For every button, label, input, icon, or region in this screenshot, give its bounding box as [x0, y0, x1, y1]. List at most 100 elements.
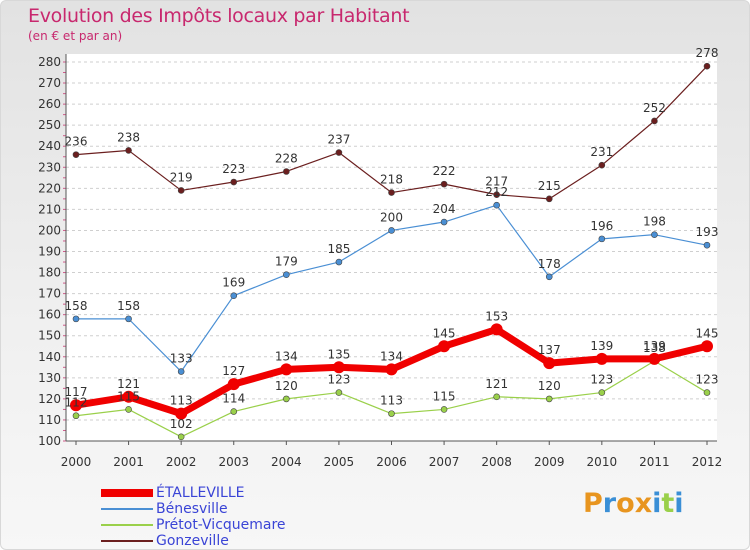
y-tick-label: 250 — [38, 118, 61, 132]
data-point — [595, 352, 608, 365]
y-tick-label: 100 — [38, 434, 61, 448]
data-point — [388, 189, 395, 196]
y-tick-label: 270 — [38, 76, 61, 90]
data-label: 218 — [380, 173, 403, 187]
data-label: 115 — [433, 389, 456, 403]
data-point — [332, 361, 345, 374]
data-point — [72, 151, 80, 158]
y-tick-label: 120 — [38, 392, 61, 406]
y-tick-label: 110 — [38, 413, 61, 427]
data-label: 231 — [590, 145, 613, 159]
data-point — [227, 378, 240, 391]
legend-label: ÉTALLEVILLE — [156, 485, 245, 501]
data-point — [72, 412, 80, 420]
data-label: 196 — [590, 219, 613, 233]
x-tick-label: 2004 — [271, 455, 302, 469]
y-tick-label: 130 — [38, 371, 61, 385]
x-tick-label: 2011 — [639, 455, 670, 469]
data-point — [230, 178, 238, 186]
x-tick-label: 2003 — [218, 455, 249, 469]
x-tick-label: 2008 — [481, 455, 512, 469]
y-tick-label: 150 — [38, 329, 61, 343]
data-point — [440, 218, 448, 226]
chart-title: Evolution des Impôts locaux par Habitant — [28, 5, 410, 27]
brand-letter: r — [602, 488, 617, 519]
data-label: 120 — [538, 379, 561, 393]
x-tick-label: 2010 — [587, 455, 618, 469]
data-point — [283, 168, 290, 175]
data-point — [72, 315, 80, 323]
data-label: 237 — [327, 133, 350, 147]
data-label: 178 — [538, 257, 561, 271]
y-tick-label: 160 — [38, 308, 61, 322]
data-point — [493, 201, 500, 209]
chart-subtitle: (en € et par an) — [28, 29, 123, 43]
data-label: 252 — [643, 101, 666, 115]
data-label: 137 — [538, 343, 561, 357]
y-tick-label: 220 — [38, 181, 61, 195]
data-point — [701, 340, 713, 353]
data-point — [335, 149, 343, 156]
legend-swatch — [101, 524, 153, 526]
brand-letter: i — [652, 488, 662, 519]
data-point — [703, 62, 711, 70]
x-tick-label: 2007 — [429, 455, 460, 469]
data-label: 145 — [433, 326, 456, 340]
data-label: 222 — [433, 164, 456, 178]
legend-label: Gonzeville — [156, 533, 229, 549]
plot-background — [66, 54, 717, 441]
x-tick-label: 2002 — [166, 455, 197, 469]
data-label: 179 — [275, 255, 298, 269]
data-label: 153 — [485, 309, 508, 323]
data-point — [385, 363, 398, 376]
data-point — [125, 315, 132, 323]
y-tick-label: 240 — [38, 139, 61, 153]
data-label: 117 — [65, 385, 88, 399]
y-tick-label: 210 — [38, 202, 61, 216]
data-point — [280, 363, 293, 376]
data-label: 185 — [327, 242, 350, 256]
data-point — [388, 410, 395, 417]
data-point — [598, 161, 606, 169]
data-label: 139 — [643, 339, 666, 353]
data-label: 236 — [65, 135, 88, 149]
data-label: 135 — [327, 347, 350, 361]
data-label: 121 — [485, 377, 508, 391]
data-label: 228 — [275, 151, 298, 165]
data-label: 113 — [170, 394, 193, 408]
data-point — [545, 395, 553, 403]
data-label: 204 — [433, 202, 456, 216]
data-label: 223 — [222, 162, 245, 176]
x-tick-label: 2005 — [324, 455, 355, 469]
data-point — [703, 389, 711, 396]
y-tick-label: 180 — [38, 266, 61, 280]
data-label: 217 — [485, 175, 508, 189]
data-label: 112 — [65, 396, 88, 410]
data-label: 215 — [538, 179, 561, 193]
data-label: 138 — [643, 341, 666, 355]
brand-letter: x — [634, 488, 653, 519]
data-point — [598, 235, 606, 243]
data-label: 200 — [380, 210, 403, 224]
data-point — [335, 258, 343, 266]
data-point — [651, 231, 658, 238]
data-point — [335, 389, 343, 396]
data-label: 219 — [170, 170, 193, 184]
data-point — [648, 352, 661, 365]
data-point — [177, 187, 185, 194]
legend-swatch — [101, 540, 153, 542]
data-label: 134 — [380, 349, 403, 363]
data-point — [545, 273, 553, 281]
data-point — [651, 117, 658, 125]
data-point — [493, 191, 500, 198]
data-label: 238 — [117, 130, 140, 144]
data-point — [703, 241, 711, 249]
y-tick-label: 260 — [38, 97, 61, 111]
x-tick-label: 2001 — [113, 455, 144, 469]
data-label: 120 — [275, 379, 298, 393]
y-tick-label: 170 — [38, 287, 61, 301]
brand-letter: i — [674, 488, 684, 519]
data-point — [440, 180, 448, 188]
brand-letter: o — [616, 488, 635, 519]
data-point — [125, 406, 132, 413]
